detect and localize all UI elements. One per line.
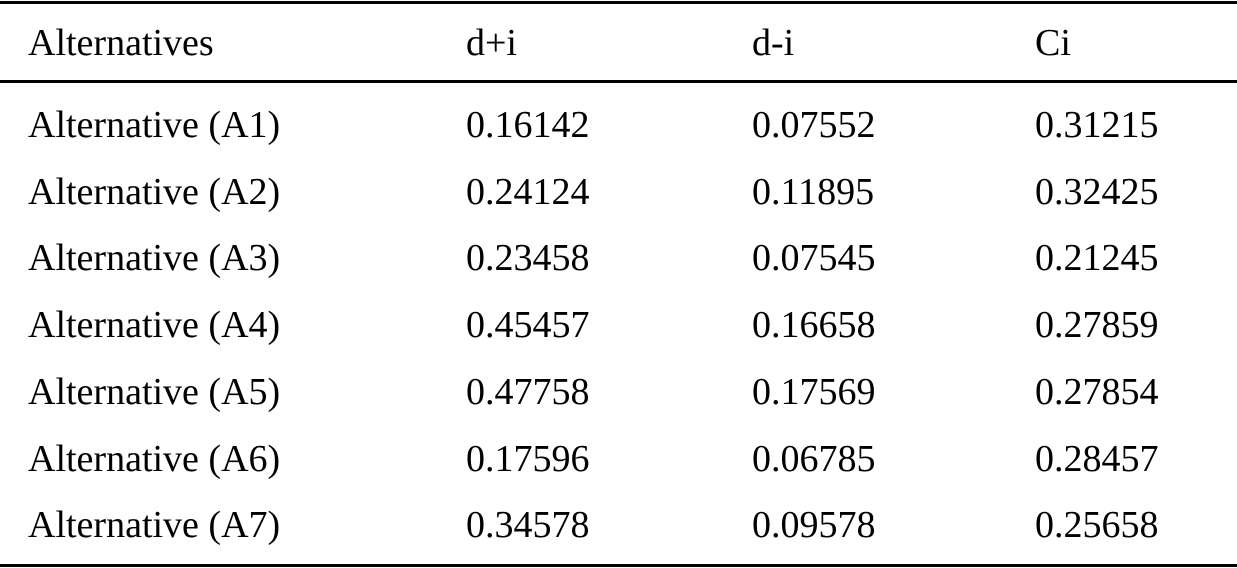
- header-cell: d+i: [466, 22, 517, 64]
- table-cell: 0.47758: [466, 370, 590, 413]
- table-cell: 0.07552: [752, 104, 876, 146]
- table-cell: 0.09578: [752, 504, 876, 547]
- table-cell: 0.17569: [752, 370, 876, 413]
- table-cell: 0.17596: [466, 437, 590, 480]
- header-cell: Ci: [1035, 22, 1071, 64]
- table-cell: 0.11895: [752, 170, 875, 213]
- table-cell: Alternative (A2): [28, 170, 281, 213]
- table-cell: Alternative (A3): [28, 237, 281, 280]
- header-rule: [0, 80, 1237, 83]
- table-cell: 0.27859: [1035, 304, 1159, 347]
- table-cell: 0.27854: [1035, 370, 1159, 413]
- table-cell: 0.28457: [1035, 437, 1159, 480]
- table-cell: 0.24124: [466, 170, 590, 213]
- table-cell: 0.25658: [1035, 504, 1159, 547]
- bottom-rule: [0, 564, 1237, 567]
- table-cell: 0.21245: [1035, 237, 1159, 280]
- table-cell: 0.45457: [466, 304, 590, 347]
- table-cell: 0.16142: [466, 104, 590, 146]
- table-cell: Alternative (A1): [28, 104, 281, 146]
- table-cell: 0.16658: [752, 304, 876, 347]
- table-cell: 0.32425: [1035, 170, 1159, 213]
- table-cell: 0.31215: [1035, 104, 1159, 146]
- table-cell: 0.06785: [752, 437, 876, 480]
- table-cell: 0.34578: [466, 504, 590, 547]
- table-cell: 0.07545: [752, 237, 876, 280]
- table-cell: Alternative (A5): [28, 370, 281, 413]
- header-cell: d-i: [752, 22, 795, 64]
- table-cell: Alternative (A4): [28, 304, 281, 347]
- table-cell: Alternative (A6): [28, 437, 281, 480]
- header-cell: Alternatives: [28, 22, 214, 64]
- table-cell: 0.23458: [466, 237, 590, 280]
- top-rule: [0, 1, 1237, 4]
- table-cell: Alternative (A7): [28, 504, 281, 547]
